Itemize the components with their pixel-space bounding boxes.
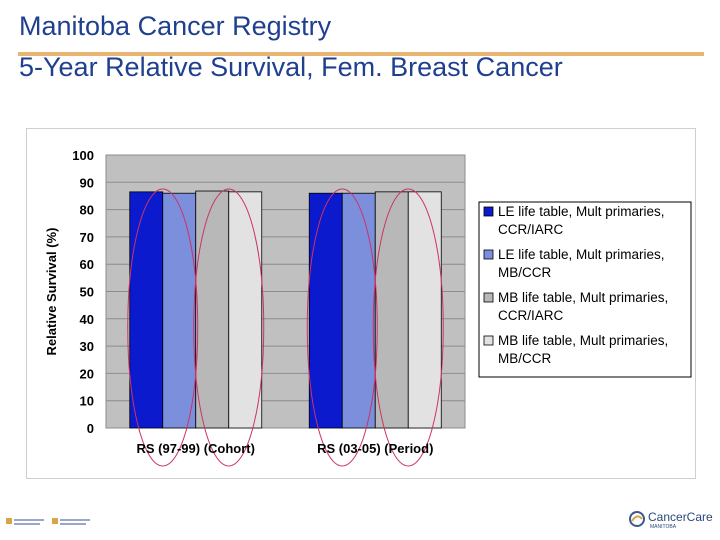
highlight-ellipse [372,188,444,467]
cancercare-mark-icon [629,511,645,527]
y-tick-label: 50 [80,285,94,300]
bar-chart: 0 10 20 30 40 50 60 70 80 90 100 RS (97-99) (Cohort… [44,148,692,467]
y-tick-label: 30 [80,339,94,354]
legend-label: LE life table, Mult primaries, [498,247,665,262]
highlight-ellipse [306,188,378,467]
legend-label: CCR/IARC [498,222,564,237]
cancercare-logo: CancerCare MANITOBA [628,508,713,534]
bar [407,191,442,429]
y-tick-label: 40 [80,312,94,327]
bar [162,192,197,429]
legend-swatch [483,292,494,303]
y-tick-label: 10 [80,394,94,409]
x-category-label: RS (97-99) (Cohort) [137,441,255,456]
legend-swatch [483,335,494,346]
y-tick-label: 90 [80,175,94,190]
slide-title-line-2: 5-Year Relative Survival, Fem. Breast Ca… [19,52,563,82]
y-axis-label: Relative Survival (%) [44,228,59,356]
y-tick-label: 0 [87,421,94,436]
legend-label: MB life table, Mult primaries, [498,290,668,305]
y-tick-label: 60 [80,257,94,272]
bar [308,192,343,429]
highlight-ellipse [193,188,265,467]
title-underline [18,52,704,56]
slide-title-line-1: Manitoba Cancer Registry [19,11,332,41]
chart-frame: 0 10 20 30 40 50 60 70 80 90 100 RS (97-99) (Cohort… [26,128,696,479]
y-tick-label: 100 [72,148,94,163]
bar [195,190,230,429]
legend-label: MB/CCR [498,265,551,280]
legend-label: CCR/IARC [498,308,564,323]
legend-label: LE life table, Mult primaries, [498,204,665,219]
bar [341,192,376,429]
legend-swatch [483,206,494,217]
bar [228,191,263,429]
partner-logo-icon [6,518,90,525]
cancercare-logo-text: CancerCare [648,510,713,524]
legend-swatch [483,249,494,260]
highlight-ellipse [127,188,199,467]
legend-label: MB/CCR [498,351,551,366]
y-tick-label: 70 [80,230,94,245]
legend-box [478,201,692,378]
bar [374,191,409,429]
partner-logos [6,512,106,530]
x-category-label: RS (03-05) (Period) [317,441,433,456]
bar [129,191,164,429]
y-tick-label: 20 [80,366,94,381]
cancercare-logo-subtext: MANITOBA [650,524,677,530]
y-tick-label: 80 [80,203,94,218]
legend-label: MB life table, Mult primaries, [498,333,668,348]
